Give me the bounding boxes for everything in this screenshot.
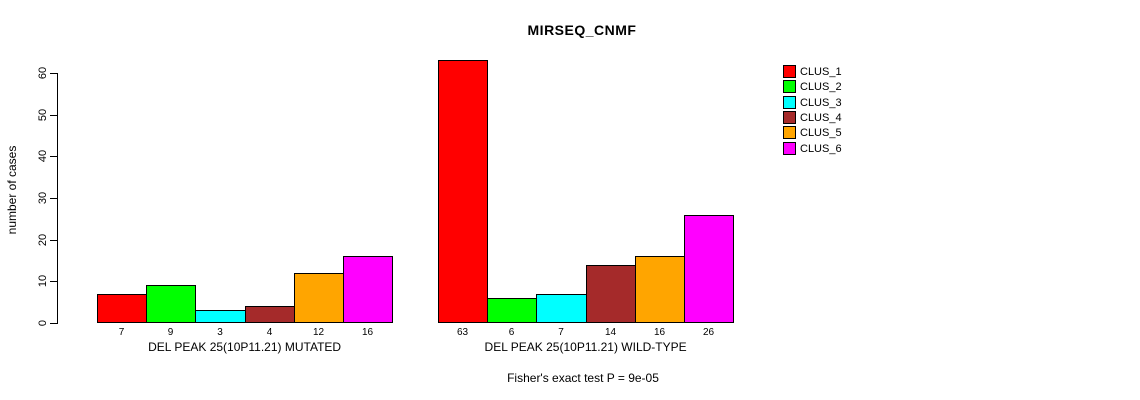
clus_2-swatch [783, 80, 796, 93]
clus_5-swatch [783, 126, 796, 139]
y-tick [50, 115, 57, 116]
bar-clus_2 [146, 285, 196, 323]
bar-value-label: 14 [604, 327, 617, 338]
bar-value-label: 4 [266, 327, 273, 338]
bar-clus_4 [245, 306, 295, 323]
footnote: Fisher's exact test P = 9e-05 [507, 371, 659, 385]
y-tick-label: 50 [37, 108, 49, 122]
y-tick [50, 73, 57, 74]
bar-value-label: 16 [653, 327, 666, 338]
legend-label: CLUS_1 [800, 66, 842, 78]
bar-clus_3 [536, 294, 587, 323]
chart-title: MIRSEQ_CNMF [527, 22, 637, 38]
bar-value-label: 26 [702, 327, 715, 338]
bar-clus_5 [635, 256, 685, 323]
bar-value-label: 63 [456, 327, 469, 338]
clus_6-swatch [783, 142, 796, 155]
legend-label: CLUS_3 [800, 97, 842, 109]
clus_1-swatch [783, 65, 796, 78]
y-tick-label: 20 [37, 233, 49, 247]
bar-clus_5 [294, 273, 344, 323]
y-tick-label: 10 [37, 274, 49, 288]
bar-value-label: 6 [508, 327, 515, 338]
group-label: DEL PEAK 25(10P11.21) MUTATED [148, 340, 342, 354]
y-axis-label: number of cases [5, 145, 19, 235]
bar-clus_6 [684, 215, 734, 323]
bar-value-label: 12 [312, 327, 325, 338]
bar-value-label: 3 [217, 327, 223, 338]
bar-clus_1 [438, 60, 488, 323]
bar-clus_2 [487, 298, 537, 323]
legend-label: CLUS_2 [800, 81, 842, 93]
y-axis-line [57, 73, 58, 324]
legend-label: CLUS_6 [800, 143, 842, 155]
bar-clus_6 [343, 256, 393, 323]
y-tick-label: 60 [37, 66, 49, 80]
y-tick [50, 156, 57, 157]
bar-clus_3 [195, 310, 246, 323]
clus_4-swatch [783, 111, 796, 124]
legend-label: CLUS_5 [800, 127, 842, 139]
bar-value-label: 7 [558, 327, 564, 338]
y-tick [50, 240, 57, 241]
group-label: DEL PEAK 25(10P11.21) WILD-TYPE [484, 340, 687, 354]
y-tick-label: 40 [37, 149, 49, 163]
bar-value-label: 7 [118, 327, 125, 338]
bar-clus_1 [97, 294, 147, 323]
y-tick-label: 0 [37, 319, 49, 327]
y-tick [50, 281, 57, 282]
bar-value-label: 16 [361, 327, 374, 338]
y-tick [50, 198, 57, 199]
clus_3-swatch [783, 96, 796, 109]
bar-clus_4 [586, 265, 636, 323]
legend-label: CLUS_4 [800, 112, 842, 124]
bar-value-label: 9 [167, 327, 174, 338]
y-tick-label: 30 [37, 191, 49, 205]
y-tick [50, 323, 57, 324]
